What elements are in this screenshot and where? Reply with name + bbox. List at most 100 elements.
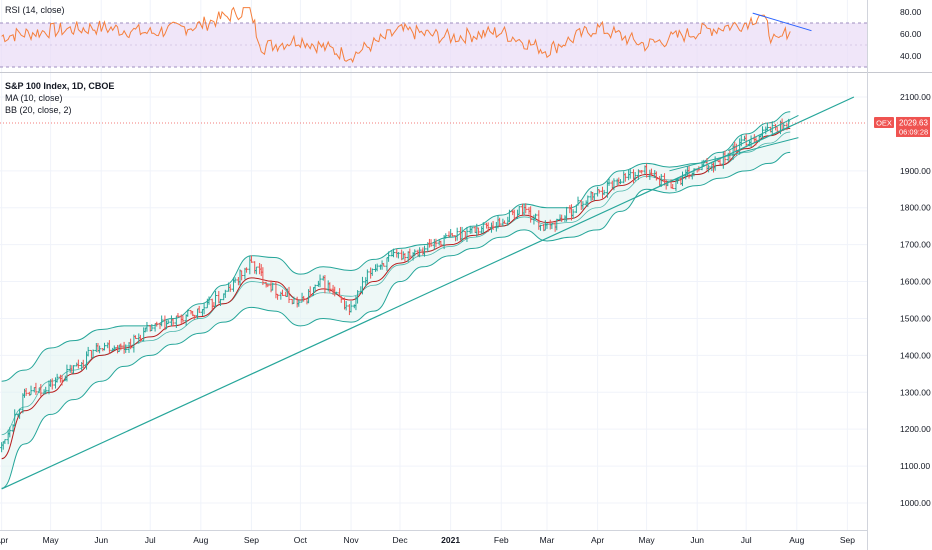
ohlc-bar — [649, 168, 653, 176]
price-tick-label: 1200.00 — [900, 424, 931, 434]
price-legend[interactable]: S&P 100 Index, 1D, CBOE MA (10, close) B… — [5, 80, 114, 116]
ohlc-bar — [534, 213, 538, 220]
ohlc-bar — [592, 193, 596, 201]
ohlc-bar — [155, 321, 159, 327]
price-tick-label: 2100.00 — [900, 92, 931, 102]
ohlc-bar — [491, 220, 495, 231]
ohlc-bar — [176, 312, 180, 318]
ohlc-bar — [586, 195, 590, 207]
ohlc-bar — [555, 218, 559, 231]
ohlc-bar — [545, 222, 549, 229]
ohlc-bar — [450, 232, 454, 237]
ohlc-bar — [375, 263, 379, 272]
ohlc-bar — [486, 222, 490, 232]
ohlc-bar — [112, 345, 116, 351]
ohlc-bar — [633, 172, 637, 181]
time-tick-label: Apr — [591, 535, 604, 545]
ohlc-bar — [529, 206, 533, 223]
ohlc-bar — [233, 277, 237, 283]
time-tick-label: Jul — [145, 535, 156, 545]
last-price-countdown: 06:09:28 — [899, 127, 928, 136]
price-axis[interactable]: 2100.00 1900.00 1800.00 1700.00 1600.00 1500.… — [867, 0, 931, 550]
ohlc-bar — [254, 266, 258, 275]
ohlc-bar — [524, 203, 528, 214]
time-tick-label: Aug — [193, 535, 208, 545]
ohlc-bar — [618, 179, 622, 185]
rsi-legend-label: RSI (14, close) — [5, 5, 65, 15]
ohlc-bar — [124, 344, 128, 353]
ohlc-bar — [202, 302, 206, 315]
ohlc-bar — [214, 290, 218, 308]
ohlc-bar — [602, 189, 606, 196]
time-tick-label: Aug — [789, 535, 804, 545]
ohlc-bar — [370, 268, 374, 276]
ohlc-bar — [134, 335, 138, 340]
ohlc-bar — [240, 270, 244, 281]
ohlc-bar — [71, 365, 75, 374]
time-axis[interactable]: Apr May Jun Jul Aug Sep Oct Nov Dec 2021 Feb Mar Apr… — [0, 530, 867, 546]
ohlc-bar — [517, 206, 521, 215]
time-tick-label: Jun — [94, 535, 108, 545]
ohlc-bar — [623, 173, 627, 182]
ohlc-bar — [607, 178, 611, 186]
ohlc-bar — [55, 373, 59, 383]
ohlc-bar — [581, 201, 585, 210]
time-tick-label: Oct — [294, 535, 308, 545]
ohlc-bar — [444, 233, 448, 239]
time-tick-label: May — [639, 535, 656, 545]
channel-upper-line — [727, 115, 799, 151]
ohlc-bar — [197, 305, 201, 313]
ohlc-bar — [186, 309, 190, 317]
last-price-value: 2029.63 — [899, 118, 928, 127]
ohlc-bar — [119, 343, 123, 351]
ohlc-bar — [408, 248, 412, 261]
ohlc-bar — [718, 158, 722, 165]
rsi-pane[interactable]: 80.00 60.00 40.00 — [0, 6, 922, 68]
ohlc-bar — [460, 226, 464, 243]
ohlc-bar — [465, 226, 469, 242]
time-tick-label: Mar — [540, 535, 555, 545]
price-tick-label: 1300.00 — [900, 387, 931, 397]
grid-lines — [0, 0, 867, 530]
ohlc-bar — [276, 293, 280, 300]
last-price-symbol-box — [874, 116, 894, 128]
ohlc-bar — [91, 349, 95, 359]
ohlc-bar — [550, 223, 554, 230]
ohlc-bar — [150, 324, 154, 332]
ohlc-bar — [76, 359, 80, 369]
ohlc-bar — [218, 298, 222, 306]
price-tick-label: 1600.00 — [900, 277, 931, 287]
ohlc-bar — [344, 301, 348, 311]
ohlc-bar — [334, 291, 338, 295]
ohlc-bar — [13, 409, 17, 427]
time-tick-label: May — [43, 535, 60, 545]
ohlc-bar — [207, 296, 211, 305]
ohlc-bar — [744, 133, 748, 148]
ohlc-bar — [60, 374, 64, 386]
ohlc-bar — [107, 340, 111, 354]
price-tick-label: 1100.00 — [900, 461, 930, 471]
ohlc-bar — [723, 150, 727, 164]
ohlc-bar — [223, 289, 227, 298]
trendline — [1, 96, 855, 490]
ohlc-bar — [3, 439, 7, 445]
ohlc-bar — [39, 384, 43, 397]
ohlc-bar — [44, 386, 48, 395]
rsi-tick-label: 80.00 — [900, 7, 922, 17]
time-tick-label: Dec — [392, 535, 408, 545]
ohlc-bar — [707, 164, 711, 173]
ohlc-bar — [576, 196, 580, 206]
rsi-legend[interactable]: RSI (14, close) — [5, 4, 65, 16]
ohlc-bar — [418, 247, 422, 258]
ohlc-bar — [292, 296, 296, 304]
price-pane[interactable] — [0, 96, 867, 490]
ohlc-bar — [403, 253, 407, 262]
ohlc-bar — [396, 252, 400, 259]
ohlc-bar — [692, 168, 696, 177]
time-tick-label: Jun — [690, 535, 704, 545]
ohlc-bar — [166, 319, 170, 325]
ohlc-bar — [302, 295, 306, 302]
ohlc-bar — [439, 240, 443, 247]
ohlc-bar — [266, 284, 270, 288]
